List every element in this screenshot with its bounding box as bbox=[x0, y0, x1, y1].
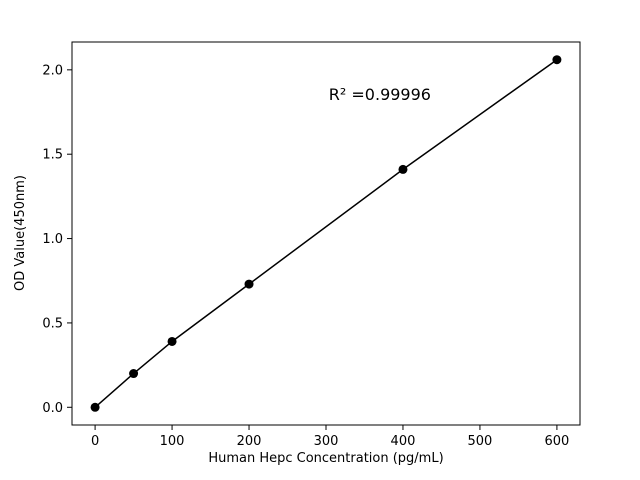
data-point bbox=[90, 402, 100, 412]
x-tick-label: 300 bbox=[314, 434, 339, 449]
curve-line bbox=[94, 59, 558, 408]
plot-border bbox=[71, 41, 581, 426]
x-tick-label: 500 bbox=[468, 434, 493, 449]
data-point bbox=[398, 164, 408, 174]
data-point bbox=[167, 336, 177, 346]
y-tick-label: 1.0 bbox=[42, 232, 63, 247]
x-tick-label: 600 bbox=[544, 434, 569, 449]
x-tick-label: 400 bbox=[391, 434, 416, 449]
y-tick-label: 0.0 bbox=[42, 401, 63, 416]
x-tick-label: 200 bbox=[237, 434, 262, 449]
plot-contents: 0 100 200 300 400 500 600 0.0 0.5 1.0 1.5 2.0 bbox=[42, 55, 569, 449]
data-point bbox=[244, 279, 254, 289]
x-axis-label: Human Hepc Concentration (pg/mL) bbox=[208, 451, 443, 466]
data-point bbox=[129, 369, 139, 379]
y-axis-label: OD Value(450nm) bbox=[13, 175, 28, 291]
x-tick-label: 0 bbox=[91, 434, 99, 449]
y-tick-label: 2.0 bbox=[42, 63, 63, 78]
y-tick-label: 1.5 bbox=[42, 148, 63, 163]
data-point bbox=[552, 55, 562, 65]
r-squared-annotation: R² =0.99996 bbox=[329, 85, 431, 104]
x-tick-label: 100 bbox=[160, 434, 185, 449]
y-tick-label: 0.5 bbox=[42, 316, 63, 331]
